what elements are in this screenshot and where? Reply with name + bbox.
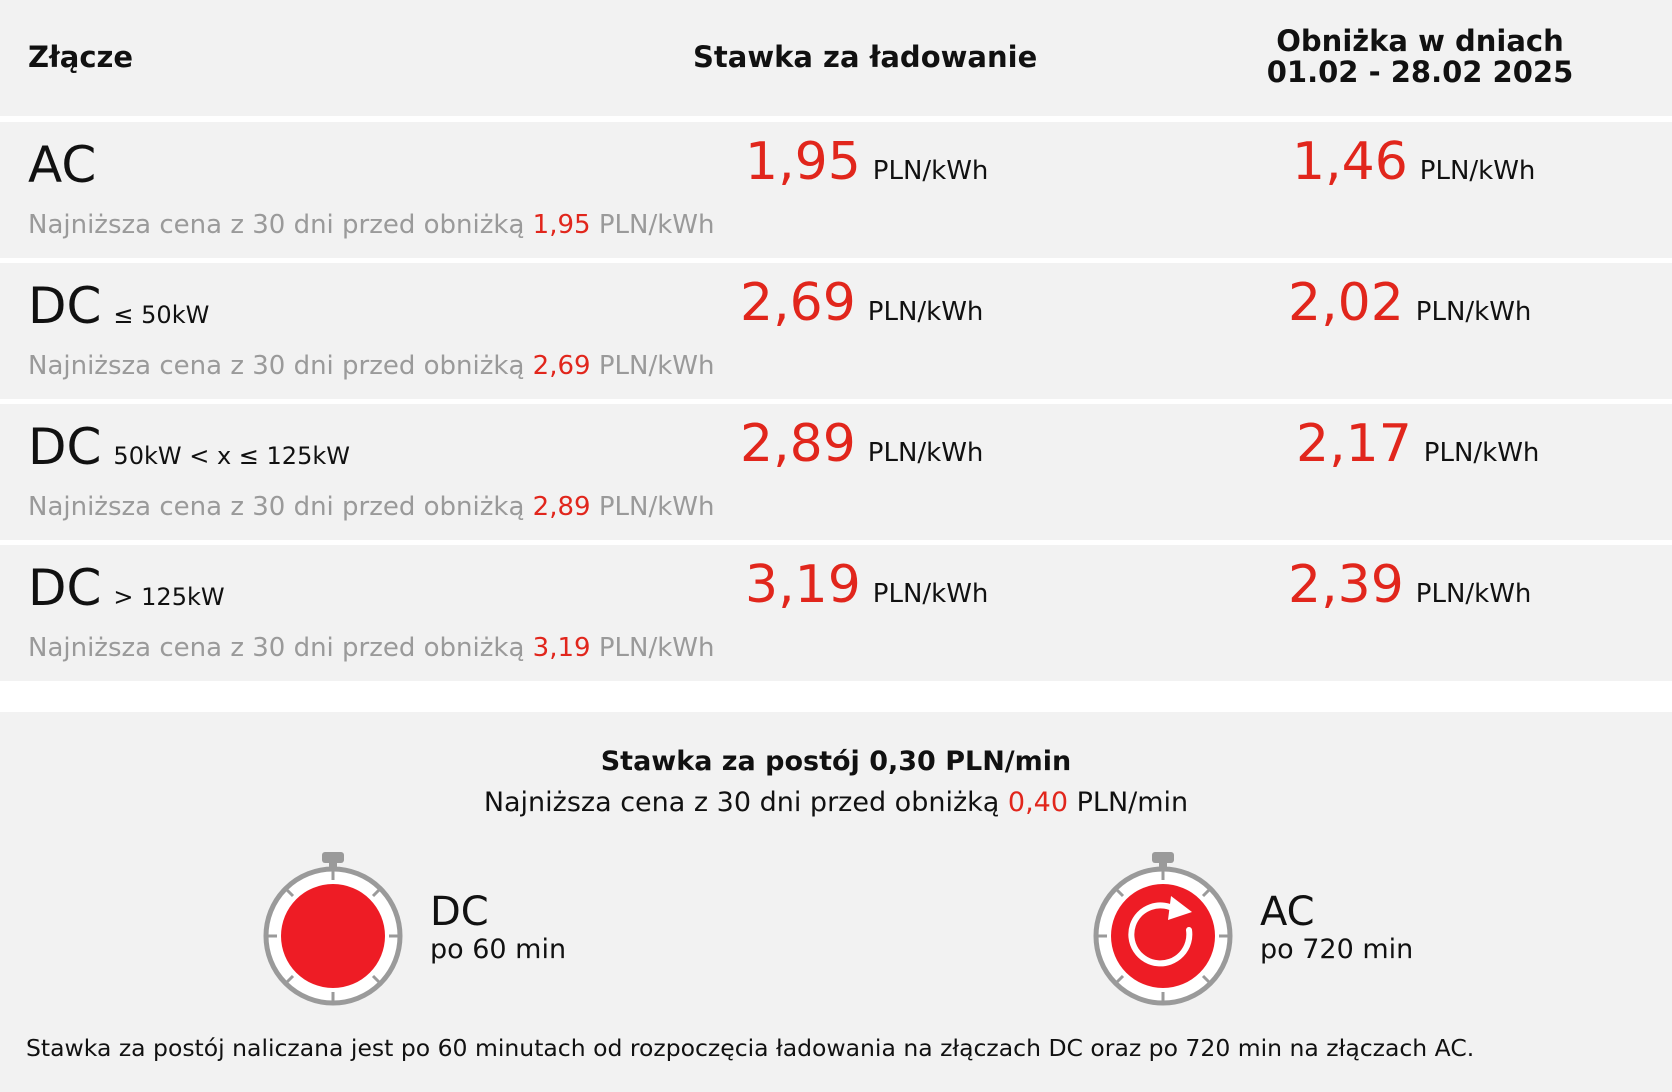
- note-prefix: Najniższa cena z 30 dni przed obniżką: [28, 210, 525, 240]
- note-prefix: Najniższa cena z 30 dni przed obniżką: [28, 633, 525, 663]
- rate-value: 2,69: [740, 273, 856, 333]
- note-value: 3,19: [532, 633, 591, 663]
- note-value: 2,89: [532, 492, 591, 522]
- rate-price: 2,89 PLN/kWh: [740, 414, 983, 474]
- rate-price: 2,69 PLN/kWh: [740, 273, 983, 333]
- discount-value: 2,17: [1296, 414, 1412, 474]
- timer-title: AC: [1260, 889, 1315, 935]
- stopwatch-icon: [258, 850, 408, 1012]
- discount-price: 2,39 PLN/kWh: [1288, 555, 1531, 615]
- idle-fee-title: Stawka za postój 0,30 PLN/min: [600, 746, 1072, 777]
- note-value: 1,95: [532, 210, 591, 240]
- idle-fee-note: Najniższa cena z 30 dni przed obniżką 0,…: [0, 787, 1672, 818]
- header-connector: Złącze: [28, 40, 134, 74]
- dc-timer-label: DC po 60 min: [430, 890, 566, 966]
- connector-range: ≤ 50kW: [113, 301, 210, 329]
- note-unit: PLN/kWh: [598, 633, 715, 663]
- discount-price: 2,02 PLN/kWh: [1288, 273, 1531, 333]
- table-row: DC ≤ 50kW 2,69 PLN/kWh 2,02 PLN/kWh Najniżs…: [0, 263, 1672, 399]
- table-row: DC > 125kW 3,19 PLN/kWh 2,39 PLN/kWh Najniż…: [0, 545, 1672, 681]
- rate-unit: PLN/kWh: [872, 156, 989, 186]
- rate-price: 3,19 PLN/kWh: [745, 555, 988, 615]
- rate-value: 1,95: [745, 132, 861, 192]
- note-value: 2,69: [532, 351, 591, 381]
- table-row: AC 1,95 PLN/kWh 1,46 PLN/kWh Najniższa cen…: [0, 122, 1672, 258]
- note-unit: PLN/min: [1076, 787, 1189, 818]
- rate-price: 1,95 PLN/kWh: [745, 132, 988, 192]
- rate-value: 2,89: [740, 414, 856, 474]
- idle-fee-section: Stawka za postój 0,30 PLN/min Najniższa …: [0, 712, 1672, 1092]
- table-row: DC 50kW < x ≤ 125kW 2,89 PLN/kWh 2,17 PLN/k…: [0, 404, 1672, 540]
- lowest-price-note: Najniższa cena z 30 dni przed obniżką 2,…: [28, 351, 714, 381]
- timer-title: DC: [430, 889, 489, 935]
- header-discount: Obniżka w dniach 01.02 - 28.02 2025: [1220, 26, 1620, 88]
- note-unit: PLN/kWh: [598, 351, 715, 381]
- connector-range: 50kW < x ≤ 125kW: [113, 442, 350, 470]
- discount-value: 2,39: [1288, 555, 1404, 615]
- timer-duration: po 720 min: [1260, 934, 1414, 965]
- ac-timer-label: AC po 720 min: [1260, 890, 1413, 966]
- connector-label: DC 50kW < x ≤ 125kW: [28, 418, 350, 476]
- rate-value: 3,19: [745, 555, 861, 615]
- connector-label: DC ≤ 50kW: [28, 277, 209, 335]
- footnote: Stawka za postój naliczana jest po 60 mi…: [26, 1034, 1475, 1062]
- discount-value: 2,02: [1288, 273, 1404, 333]
- discount-unit: PLN/kWh: [1419, 156, 1536, 186]
- header-discount-line1: Obniżka w dniach: [1276, 24, 1564, 58]
- lowest-price-note: Najniższa cena z 30 dni przed obniżką 2,…: [28, 492, 714, 522]
- lowest-price-note: Najniższa cena z 30 dni przed obniżką 1,…: [28, 210, 714, 240]
- connector-label: AC: [28, 136, 96, 194]
- discount-price: 2,17 PLN/kWh: [1296, 414, 1539, 474]
- discount-unit: PLN/kWh: [1415, 297, 1532, 327]
- connector-label: DC > 125kW: [28, 559, 225, 617]
- lowest-price-note: Najniższa cena z 30 dni przed obniżką 3,…: [28, 633, 714, 663]
- rate-unit: PLN/kWh: [872, 579, 989, 609]
- discount-value: 1,46: [1292, 132, 1408, 192]
- note-unit: PLN/kWh: [598, 492, 715, 522]
- connector-range: > 125kW: [113, 583, 225, 611]
- note-prefix: Najniższa cena z 30 dni przed obniżką: [28, 492, 525, 522]
- note-value: 0,40: [1007, 787, 1069, 818]
- rate-unit: PLN/kWh: [867, 297, 984, 327]
- connector-name: DC: [28, 418, 102, 476]
- stopwatch-refresh-icon: [1088, 850, 1238, 1012]
- header-rate: Stawka za ładowanie: [693, 40, 1038, 74]
- note-prefix: Najniższa cena z 30 dni przed obniżką: [483, 787, 1000, 818]
- header-discount-line2: 01.02 - 28.02 2025: [1266, 55, 1574, 89]
- rate-unit: PLN/kWh: [867, 438, 984, 468]
- note-prefix: Najniższa cena z 30 dni przed obniżką: [28, 351, 525, 381]
- discount-unit: PLN/kWh: [1423, 438, 1540, 468]
- connector-name: DC: [28, 559, 102, 617]
- discount-unit: PLN/kWh: [1415, 579, 1532, 609]
- connector-name: DC: [28, 277, 102, 335]
- connector-name: AC: [28, 136, 97, 194]
- discount-price: 1,46 PLN/kWh: [1292, 132, 1535, 192]
- note-unit: PLN/kWh: [598, 210, 715, 240]
- timer-duration: po 60 min: [430, 934, 567, 965]
- table-header: Złącze Stawka za ładowanie Obniżka w dni…: [0, 0, 1672, 116]
